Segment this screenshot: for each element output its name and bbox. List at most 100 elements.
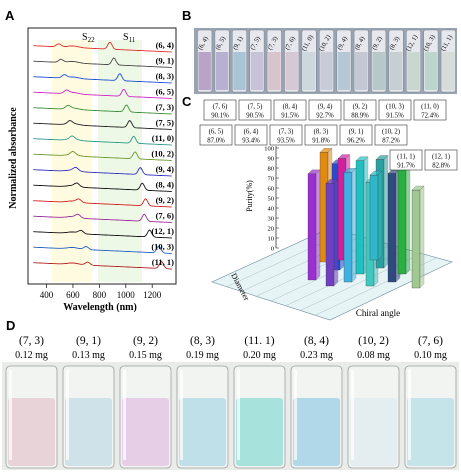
x-tick-label: 600 xyxy=(66,290,80,300)
purity-box-value: 90.1% xyxy=(211,113,229,120)
purity-bar xyxy=(307,173,317,281)
purity-box-chirality: (11, 0) xyxy=(421,104,439,111)
x-axis-ticks: 400 600 800 1000 1200 xyxy=(40,284,162,300)
purity-box-chirality: (12, 1) xyxy=(432,154,450,161)
z-tick-label: 40 xyxy=(268,206,275,213)
purity-bar-side xyxy=(333,178,339,287)
spectrum-label: (10, 2) xyxy=(151,149,174,159)
purity-box xyxy=(238,99,272,121)
s22-label: S22 xyxy=(82,32,95,44)
panel-d-letter: D xyxy=(6,318,15,333)
z-tick-label: 70 xyxy=(268,176,275,183)
s11-label: S11 xyxy=(123,32,136,44)
panel-d-beakers-photo: D (7, 3) 0.12 mg (9, 1) 0.13 mg (9, 2) 0.15 m… xyxy=(2,318,459,470)
z-tick-label: 50 xyxy=(268,196,275,203)
spectra-labels: (6, 4) (9, 1) (8, 3) (6, 5) (7, 3) (7, 5) (11,… xyxy=(151,40,174,267)
purity-boxes-bottom: (6, 5) 87.0% (6, 4) 93.4% (7, 3) 93.5% (8, 3) 9… xyxy=(199,124,408,146)
beaker-chirality-label: (7, 6) xyxy=(418,335,443,347)
purity-bar xyxy=(325,183,335,287)
beakers: (7, 3) 0.12 mg (9, 1) 0.13 mg (9, 2) 0.15 mg (… xyxy=(5,335,457,469)
purity-box-chirality: (9, 4) xyxy=(318,104,333,111)
spectrum-label: (9, 1) xyxy=(156,56,175,66)
purity-boxes-side: (11, 1) 91.7% (12, 1) 82.8% xyxy=(389,149,458,171)
beaker-chirality-label: (9, 2) xyxy=(133,335,158,347)
y-axis-label: Normalized absorbance xyxy=(8,107,19,209)
beaker-solution xyxy=(65,398,112,466)
purity-bar xyxy=(343,172,353,283)
purity-bar-side xyxy=(405,161,411,275)
z-tick-label: 90 xyxy=(268,156,275,163)
purity-bar-side xyxy=(377,170,383,261)
purity-box xyxy=(199,124,233,146)
beaker-mass-label: 0.12 mg xyxy=(15,350,48,361)
purity-box xyxy=(234,124,268,146)
spectrum-line xyxy=(33,135,172,146)
spectrum-label: (8, 4) xyxy=(156,180,175,190)
x-tick-label: 1200 xyxy=(143,290,162,300)
vial-solution xyxy=(442,52,455,90)
beaker-chirality-label: (7, 3) xyxy=(19,335,44,347)
beaker-solution xyxy=(122,398,169,466)
spectrum-line xyxy=(33,89,172,99)
x-tick-label: 1000 xyxy=(117,290,136,300)
beaker-solution xyxy=(350,398,397,466)
x-tick-label: 800 xyxy=(93,290,107,300)
z-tick-label: 20 xyxy=(268,226,275,233)
purity-box-chirality: (7, 5) xyxy=(248,104,263,111)
purity-box xyxy=(343,99,377,121)
purity-bar-side xyxy=(383,155,389,269)
beaker-mass-label: 0.23 mg xyxy=(300,350,333,361)
purity-box-value: 91.5% xyxy=(281,113,299,120)
vial-solution xyxy=(198,52,211,90)
spectrum-label: (8, 3) xyxy=(156,71,175,81)
spectrum-line xyxy=(33,151,172,161)
vial-solution xyxy=(268,52,281,90)
beaker-glass-highlight xyxy=(66,370,69,460)
purity-box xyxy=(389,149,423,171)
purity-box-value: 93.4% xyxy=(242,138,260,145)
plot-frame xyxy=(27,27,177,285)
spectrum-line xyxy=(33,245,172,254)
beaker-mass-label: 0.08 mg xyxy=(357,350,390,361)
purity-box-value: 90.5% xyxy=(246,113,264,120)
spectrum-label: (9, 4) xyxy=(156,164,175,174)
s11-region-band xyxy=(98,40,142,282)
spectrum-line xyxy=(33,73,172,84)
vial-solution xyxy=(355,52,368,90)
purity-box xyxy=(339,124,373,146)
spectrum-label: (7, 6) xyxy=(156,211,175,221)
s22-region-band xyxy=(52,40,92,282)
spectrum-label: (9, 2) xyxy=(156,195,175,205)
z-tick-label: 10 xyxy=(268,236,275,243)
purity-bar xyxy=(387,173,397,283)
purity-box-chirality: (9, 1) xyxy=(349,129,364,136)
beaker-glass-highlight xyxy=(237,370,240,460)
z-tick-label: 60 xyxy=(268,186,275,193)
purity-box xyxy=(203,99,237,121)
spectrum-line xyxy=(33,57,172,68)
beaker-mass-label: 0.13 mg xyxy=(72,350,105,361)
purity-box-chirality: (6, 5) xyxy=(209,129,224,136)
purity-box-value: 96.2% xyxy=(347,138,365,145)
spectrum-label: (12, 1) xyxy=(151,226,174,236)
vial-solution xyxy=(302,52,316,90)
purity-bar xyxy=(397,165,407,275)
purity-bars xyxy=(307,147,425,289)
spectrum-line xyxy=(33,198,172,208)
beaker-solution xyxy=(293,398,340,466)
beaker-mass-label: 0.19 mg xyxy=(186,350,219,361)
purity-box xyxy=(413,99,447,121)
purity-box-value: 92.7% xyxy=(316,113,334,120)
purity-bar xyxy=(369,174,379,261)
purity-box-value: 91.8% xyxy=(312,138,330,145)
purity-box xyxy=(273,99,307,121)
vial-solution xyxy=(389,52,403,90)
purity-box-chirality: (10, 2) xyxy=(382,129,400,136)
purity-box-value: 82.8% xyxy=(432,163,450,170)
beaker-chirality-label: (9, 1) xyxy=(76,335,101,347)
purity-box xyxy=(269,124,303,146)
beaker-glass-highlight xyxy=(351,370,354,460)
purity-box xyxy=(304,124,338,146)
z-axis-label: Purity(%) xyxy=(245,180,254,212)
